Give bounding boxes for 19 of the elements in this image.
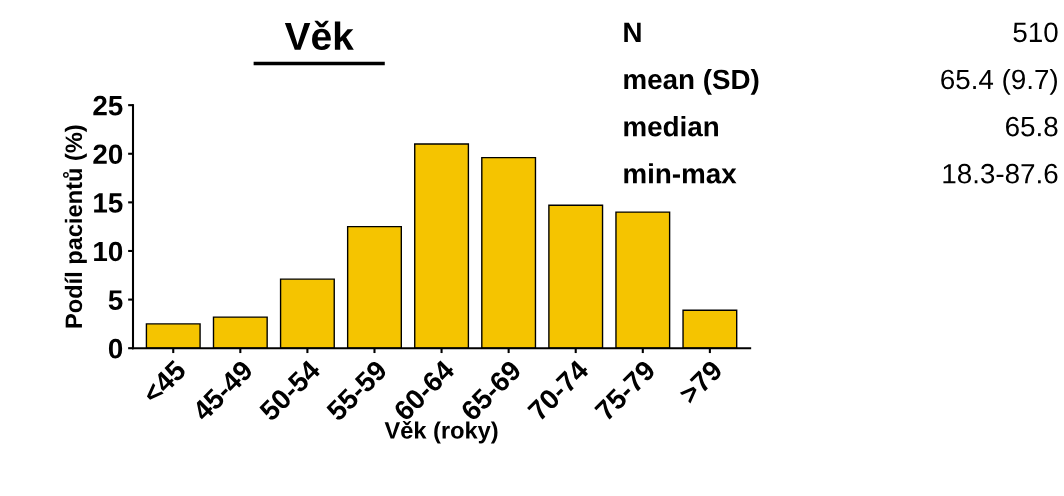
text: 65.4 (9.7) (941, 68, 1057, 95)
text: 65.8 (1006, 116, 1058, 137)
chart-title: Věk (284, 20, 354, 51)
y-axis-title: Podíl pacientů (%) (62, 125, 87, 328)
y-tick-label: 10 (94, 241, 123, 262)
text: 510 (1013, 22, 1058, 43)
annotation: min-max (624, 163, 737, 184)
y-tick-label: 5 (108, 290, 123, 310)
x-tick-label: <45 (141, 359, 188, 405)
y-tick-label: 25 (93, 95, 123, 116)
y-tick-label: 15 (94, 193, 123, 213)
y-tick-label: 0 (108, 338, 123, 359)
text: N (624, 22, 641, 42)
y-tick-label: 20 (93, 144, 123, 165)
annotation: median (624, 116, 718, 137)
x-axis-title: Věk (roky) (384, 420, 498, 444)
text: mean (SD) (624, 68, 759, 95)
text: 18.3-87.6 (943, 163, 1058, 184)
x-tick-label: >79 (677, 359, 724, 405)
